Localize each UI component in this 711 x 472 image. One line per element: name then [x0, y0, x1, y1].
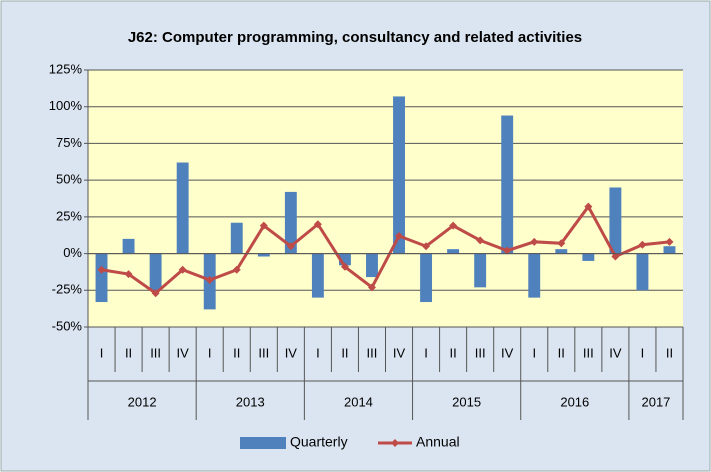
line-marker: [449, 221, 458, 230]
line-marker: [151, 289, 160, 298]
y-tick-label: -50%: [52, 318, 83, 333]
bar: [393, 96, 405, 254]
x-tick-label: III: [150, 345, 161, 360]
line-marker: [503, 246, 512, 255]
group-label: 2017: [641, 394, 670, 409]
bar: [609, 187, 622, 254]
line-marker: [584, 202, 593, 211]
line-marker: [286, 242, 295, 251]
y-tick-label: 75%: [56, 135, 82, 150]
bar: [366, 253, 378, 278]
x-tick-label: I: [100, 345, 104, 360]
line-marker: [367, 283, 376, 292]
bar: [176, 162, 189, 254]
bar: [420, 253, 433, 303]
bar: [311, 253, 324, 298]
x-tick-label: I: [641, 345, 645, 360]
x-tick-label: IV: [177, 345, 190, 360]
bar: [501, 115, 514, 254]
line-marker: [97, 265, 106, 274]
bar: [528, 253, 541, 298]
group-label: 2016: [560, 394, 589, 409]
line-marker: [395, 231, 404, 240]
bar: [95, 253, 108, 303]
y-tick-label: 50%: [56, 172, 82, 187]
y-tick-label: 100%: [49, 98, 83, 113]
x-tick-label: IV: [609, 345, 622, 360]
bar: [555, 249, 568, 254]
line-marker: [638, 240, 647, 249]
line: [101, 203, 670, 296]
group-label: 2015: [452, 394, 481, 409]
line-marker: [665, 237, 674, 246]
y-tick-label: 25%: [56, 208, 82, 223]
legend-label: Quarterly: [290, 434, 348, 450]
chart-title: J62: Computer programming, consultancy a…: [128, 29, 582, 46]
bar: [474, 253, 487, 288]
x-tick-label: II: [558, 345, 565, 360]
legend-swatch: [240, 437, 286, 449]
line-marker: [124, 270, 133, 279]
x-tick-label: I: [208, 345, 212, 360]
line-marker: [557, 239, 566, 248]
x-tick-label: I: [316, 345, 320, 360]
group-label: 2013: [236, 394, 265, 409]
line-marker: [476, 236, 485, 245]
bar: [149, 253, 162, 291]
y-tick-label: 125%: [49, 61, 83, 76]
bar: [230, 222, 243, 254]
x-tick-label: II: [449, 345, 456, 360]
y-tick-label: 0%: [63, 245, 82, 260]
line-marker: [313, 220, 322, 229]
x-tick-label: IV: [501, 345, 514, 360]
x-tick-label: IV: [285, 345, 298, 360]
x-tick-label: IV: [393, 345, 406, 360]
line-marker: [205, 276, 214, 285]
bar: [284, 191, 297, 254]
line-marker: [340, 262, 349, 271]
group-label: 2014: [344, 394, 373, 409]
x-tick-label: III: [475, 345, 486, 360]
line-marker: [178, 265, 187, 274]
line-marker: [232, 265, 241, 274]
bar: [338, 253, 351, 266]
x-tick-label: III: [583, 345, 594, 360]
x-tick-label: II: [666, 345, 673, 360]
x-tick-label: I: [532, 345, 536, 360]
line-marker: [422, 242, 431, 251]
legend-label: Annual: [416, 434, 460, 450]
x-tick-label: I: [424, 345, 428, 360]
bar: [582, 253, 595, 261]
x-tick-label: III: [258, 345, 269, 360]
x-tick-label: II: [233, 345, 240, 360]
bar: [636, 253, 649, 291]
x-tick-label: II: [125, 345, 132, 360]
y-tick-label: -25%: [52, 282, 83, 297]
line-marker: [259, 221, 268, 230]
bar: [122, 238, 135, 254]
line-marker: [530, 237, 539, 246]
group-label: 2012: [128, 394, 157, 409]
bar: [663, 246, 676, 254]
legend-marker: [391, 439, 399, 447]
x-tick-label: II: [341, 345, 348, 360]
bar: [257, 253, 270, 257]
bar: [447, 249, 460, 254]
x-tick-label: III: [367, 345, 378, 360]
line-marker: [611, 252, 620, 261]
